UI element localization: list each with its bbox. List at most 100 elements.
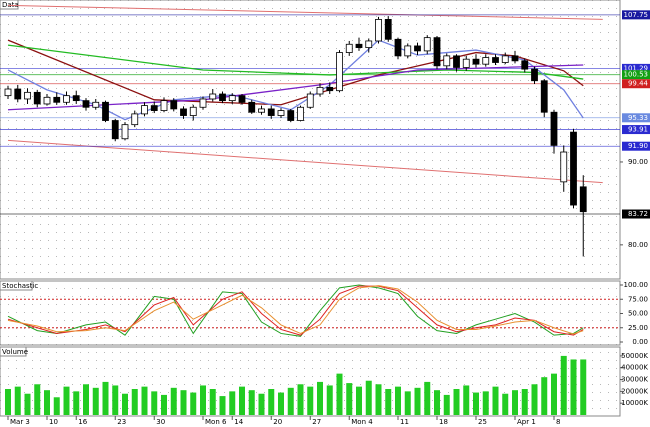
candle-body bbox=[258, 108, 265, 113]
candle-body bbox=[53, 96, 61, 103]
candle-body bbox=[150, 105, 158, 111]
y-tick-label: 90.00 bbox=[628, 158, 648, 166]
candle-body bbox=[24, 91, 31, 100]
candle-body bbox=[511, 55, 519, 62]
candle-body bbox=[316, 86, 324, 95]
trendline bbox=[7, 139, 603, 184]
volume-bar bbox=[258, 393, 265, 415]
x-tick-label: 18 bbox=[439, 418, 448, 426]
volume-bar bbox=[190, 392, 197, 415]
stochastic-line bbox=[7, 284, 584, 337]
volume-bar bbox=[141, 386, 148, 415]
level-label-box bbox=[622, 113, 650, 123]
x-tick-label: 16 bbox=[78, 418, 87, 426]
candle-body bbox=[228, 95, 236, 102]
x-tick-label: 23 bbox=[117, 418, 126, 426]
x-tick-label: Apr 1 bbox=[517, 418, 536, 426]
candle-body bbox=[277, 110, 285, 116]
volume-bar bbox=[385, 389, 392, 415]
candle-body bbox=[540, 80, 548, 113]
volume-bar bbox=[239, 386, 245, 415]
x-tick-label: 25 bbox=[478, 418, 487, 426]
candle-body bbox=[306, 93, 314, 108]
volume-bar bbox=[53, 397, 60, 415]
level-label-box bbox=[622, 70, 650, 80]
level-label: 93.91 bbox=[628, 126, 648, 134]
candle-body bbox=[209, 93, 217, 100]
trendline bbox=[7, 4, 603, 20]
volume-bar bbox=[424, 381, 431, 415]
volume-bar bbox=[268, 389, 275, 415]
volume-bar bbox=[317, 381, 323, 415]
volume-bar bbox=[395, 386, 401, 415]
candle-body bbox=[219, 93, 226, 102]
x-tick-label: 11 bbox=[400, 418, 409, 426]
y-tick-label: 50000K bbox=[621, 352, 648, 360]
y-tick-label: 50.00 bbox=[628, 310, 648, 318]
volume-bar bbox=[502, 393, 509, 415]
level-label-box bbox=[622, 141, 650, 151]
y-tick-label: 25.00 bbox=[628, 324, 648, 332]
candle-body bbox=[462, 58, 470, 68]
level-label: 91.90 bbox=[628, 142, 648, 150]
candle-body bbox=[423, 37, 431, 52]
candle-body bbox=[501, 55, 509, 63]
volume-bar bbox=[102, 381, 109, 415]
volume-bar bbox=[219, 396, 226, 415]
x-tick-label: 27 bbox=[312, 418, 321, 426]
candle-body bbox=[111, 120, 119, 140]
x-tick-label: Mon 6 bbox=[205, 418, 227, 426]
volume-bar bbox=[287, 387, 294, 415]
volume-bar bbox=[73, 391, 80, 415]
candle-body bbox=[33, 91, 41, 105]
volume-bar bbox=[521, 389, 528, 415]
y-tick-label: 0.00 bbox=[632, 338, 648, 346]
candle-body bbox=[326, 86, 334, 92]
volume-bar bbox=[200, 385, 206, 415]
volume-bar bbox=[482, 391, 489, 415]
candle-body bbox=[267, 108, 275, 116]
y-tick-label: 100.00 bbox=[624, 281, 649, 289]
stochastic-panel bbox=[0, 280, 621, 346]
volume-bar bbox=[463, 385, 470, 415]
candle-body bbox=[570, 131, 577, 206]
volume-bar bbox=[551, 373, 557, 415]
x-tick-label: 8 bbox=[556, 418, 560, 426]
volume-bar bbox=[580, 359, 587, 415]
volume-bar bbox=[336, 373, 343, 415]
candle-body bbox=[336, 52, 343, 92]
level-label: 100.53 bbox=[624, 71, 649, 79]
candle-body bbox=[170, 100, 178, 110]
panel-title: Stochastic bbox=[2, 282, 38, 290]
volume-bar bbox=[44, 390, 50, 415]
volume-bar bbox=[570, 359, 577, 415]
candle-body bbox=[492, 57, 499, 63]
candle-body bbox=[365, 40, 373, 48]
candle-body bbox=[141, 105, 148, 115]
candle-body bbox=[121, 124, 129, 140]
volume-bar bbox=[151, 391, 158, 415]
candle-body bbox=[355, 43, 363, 48]
candle-body bbox=[131, 113, 139, 126]
candle-body bbox=[199, 98, 207, 108]
stochastic-line bbox=[7, 285, 584, 335]
price-panel bbox=[0, 0, 621, 280]
candle-body bbox=[521, 60, 529, 70]
candle-body bbox=[102, 101, 109, 121]
candle-body bbox=[579, 186, 587, 213]
panel-title-box bbox=[0, 0, 19, 10]
x-tick-label: 14 bbox=[234, 418, 243, 426]
volume-bar bbox=[541, 377, 548, 415]
candle-body bbox=[375, 19, 382, 42]
volume-bar bbox=[5, 389, 11, 415]
volume-bar bbox=[404, 391, 411, 415]
volume-bar bbox=[531, 384, 538, 415]
y-tick-label: 10000K bbox=[621, 399, 648, 407]
volume-bar bbox=[229, 391, 236, 415]
volume-bar bbox=[170, 387, 177, 415]
candle-body bbox=[72, 95, 80, 102]
candle-body bbox=[14, 88, 22, 100]
volume-bar bbox=[14, 386, 21, 415]
volume-bar bbox=[112, 385, 119, 415]
volume-bar bbox=[560, 355, 567, 415]
